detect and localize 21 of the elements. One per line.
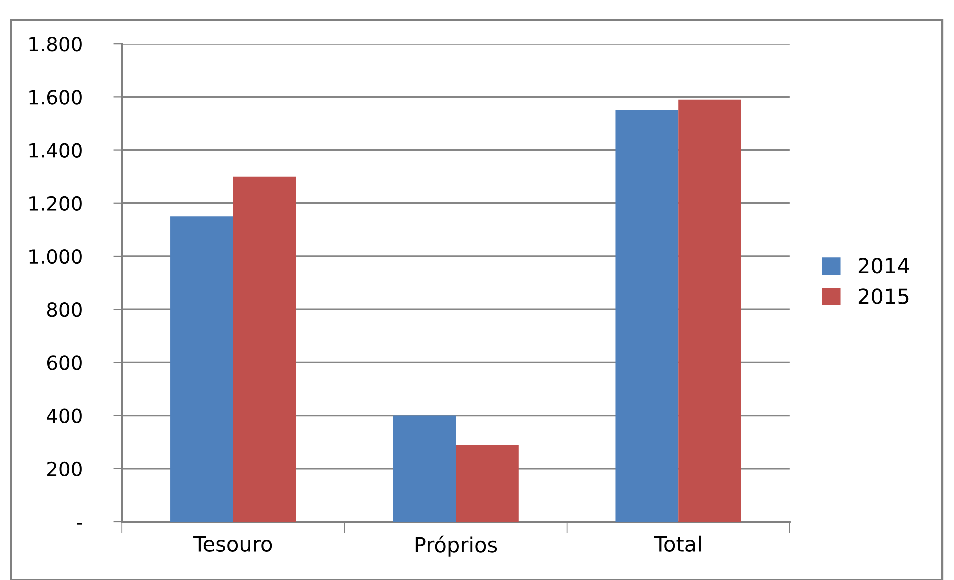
y-tick-label: 600	[47, 356, 82, 370]
y-tick-label: 200	[48, 462, 82, 477]
y-tick-label: 800	[47, 302, 82, 318]
y-tick-label: 1.200	[30, 196, 82, 212]
legend-label: 2014	[858, 258, 910, 274]
bar	[393, 416, 456, 522]
bar	[616, 110, 679, 522]
bar	[170, 216, 234, 522]
y-tick-label: 1.600	[30, 90, 82, 105]
y-tick-label: 1.800	[30, 37, 82, 52]
x-tick-label: Total	[654, 536, 701, 552]
y-tick-label: -	[77, 523, 82, 525]
x-tick-label: Próprios	[416, 536, 498, 557]
bar	[233, 176, 296, 522]
y-tick-label: 1.400	[30, 143, 82, 158]
y-tick-label: 1.000	[30, 249, 82, 264]
x-tick-label: Tesouro	[194, 536, 272, 552]
y-tick-label: 400	[47, 408, 82, 424]
legend-label: 2015	[858, 288, 909, 304]
bar	[456, 445, 519, 522]
bar	[678, 100, 742, 522]
